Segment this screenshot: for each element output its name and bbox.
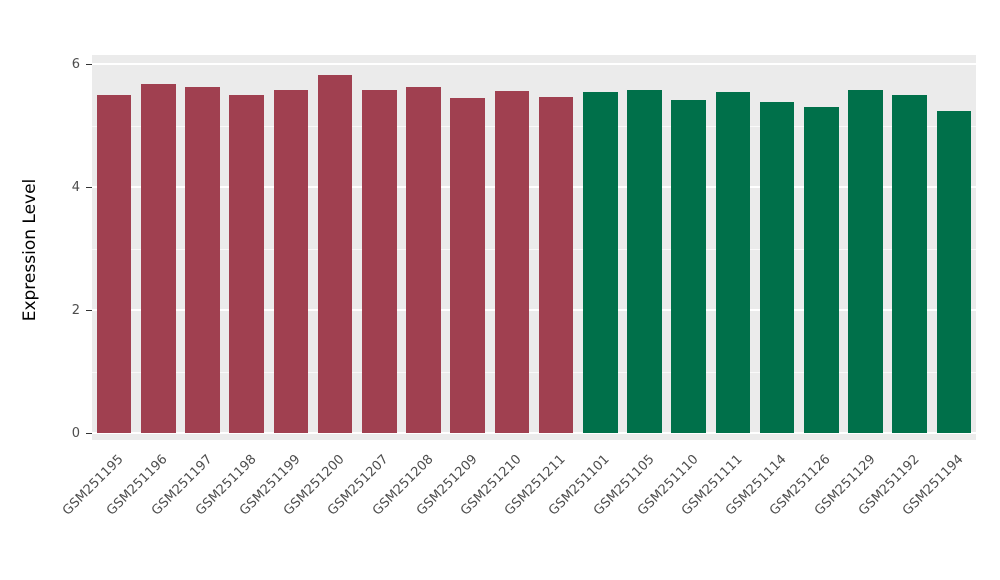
bar-GSM251111 xyxy=(715,92,751,433)
bar-GSM251114 xyxy=(759,101,795,433)
bar-GSM251207 xyxy=(362,90,397,433)
bar-GSM251105 xyxy=(627,89,662,433)
y-tick-mark xyxy=(86,310,92,311)
gridline-major xyxy=(92,432,976,434)
y-tick-mark xyxy=(86,64,92,65)
bar-GSM251199 xyxy=(273,90,309,433)
bar-GSM251192 xyxy=(892,94,927,433)
bar-GSM251101 xyxy=(583,92,618,433)
gridline-minor xyxy=(92,125,976,127)
bar-GSM251208 xyxy=(406,86,441,433)
gridline-minor xyxy=(92,371,976,373)
bar-GSM251197 xyxy=(185,86,220,433)
y-tick-label: 2 xyxy=(71,303,80,318)
plot-panel xyxy=(92,55,976,440)
y-axis-title: Expression Level xyxy=(20,178,40,322)
bar-GSM251196 xyxy=(141,83,176,433)
bar-GSM251200 xyxy=(317,75,353,433)
bar-GSM251209 xyxy=(450,97,485,433)
y-tick-mark xyxy=(86,433,92,434)
bar-GSM251194 xyxy=(936,110,972,433)
bar-GSM251198 xyxy=(229,94,264,433)
gridline-major xyxy=(92,309,976,311)
bar-GSM251126 xyxy=(804,107,839,433)
gridline-major xyxy=(92,186,976,188)
gridline-minor xyxy=(92,248,976,250)
x-tick-label-GSM251194: GSM251194 xyxy=(899,452,967,519)
bar-GSM251195 xyxy=(96,94,132,433)
y-tick-mark xyxy=(86,187,92,188)
bar-GSM251210 xyxy=(494,91,530,433)
y-tick-label: 6 xyxy=(71,57,80,72)
bar-GSM251129 xyxy=(848,90,883,433)
bar-GSM251110 xyxy=(671,99,706,433)
y-tick-label: 0 xyxy=(71,426,80,441)
bar-GSM251211 xyxy=(538,97,574,433)
y-tick-label: 4 xyxy=(71,180,80,195)
gridline-major xyxy=(92,63,976,65)
